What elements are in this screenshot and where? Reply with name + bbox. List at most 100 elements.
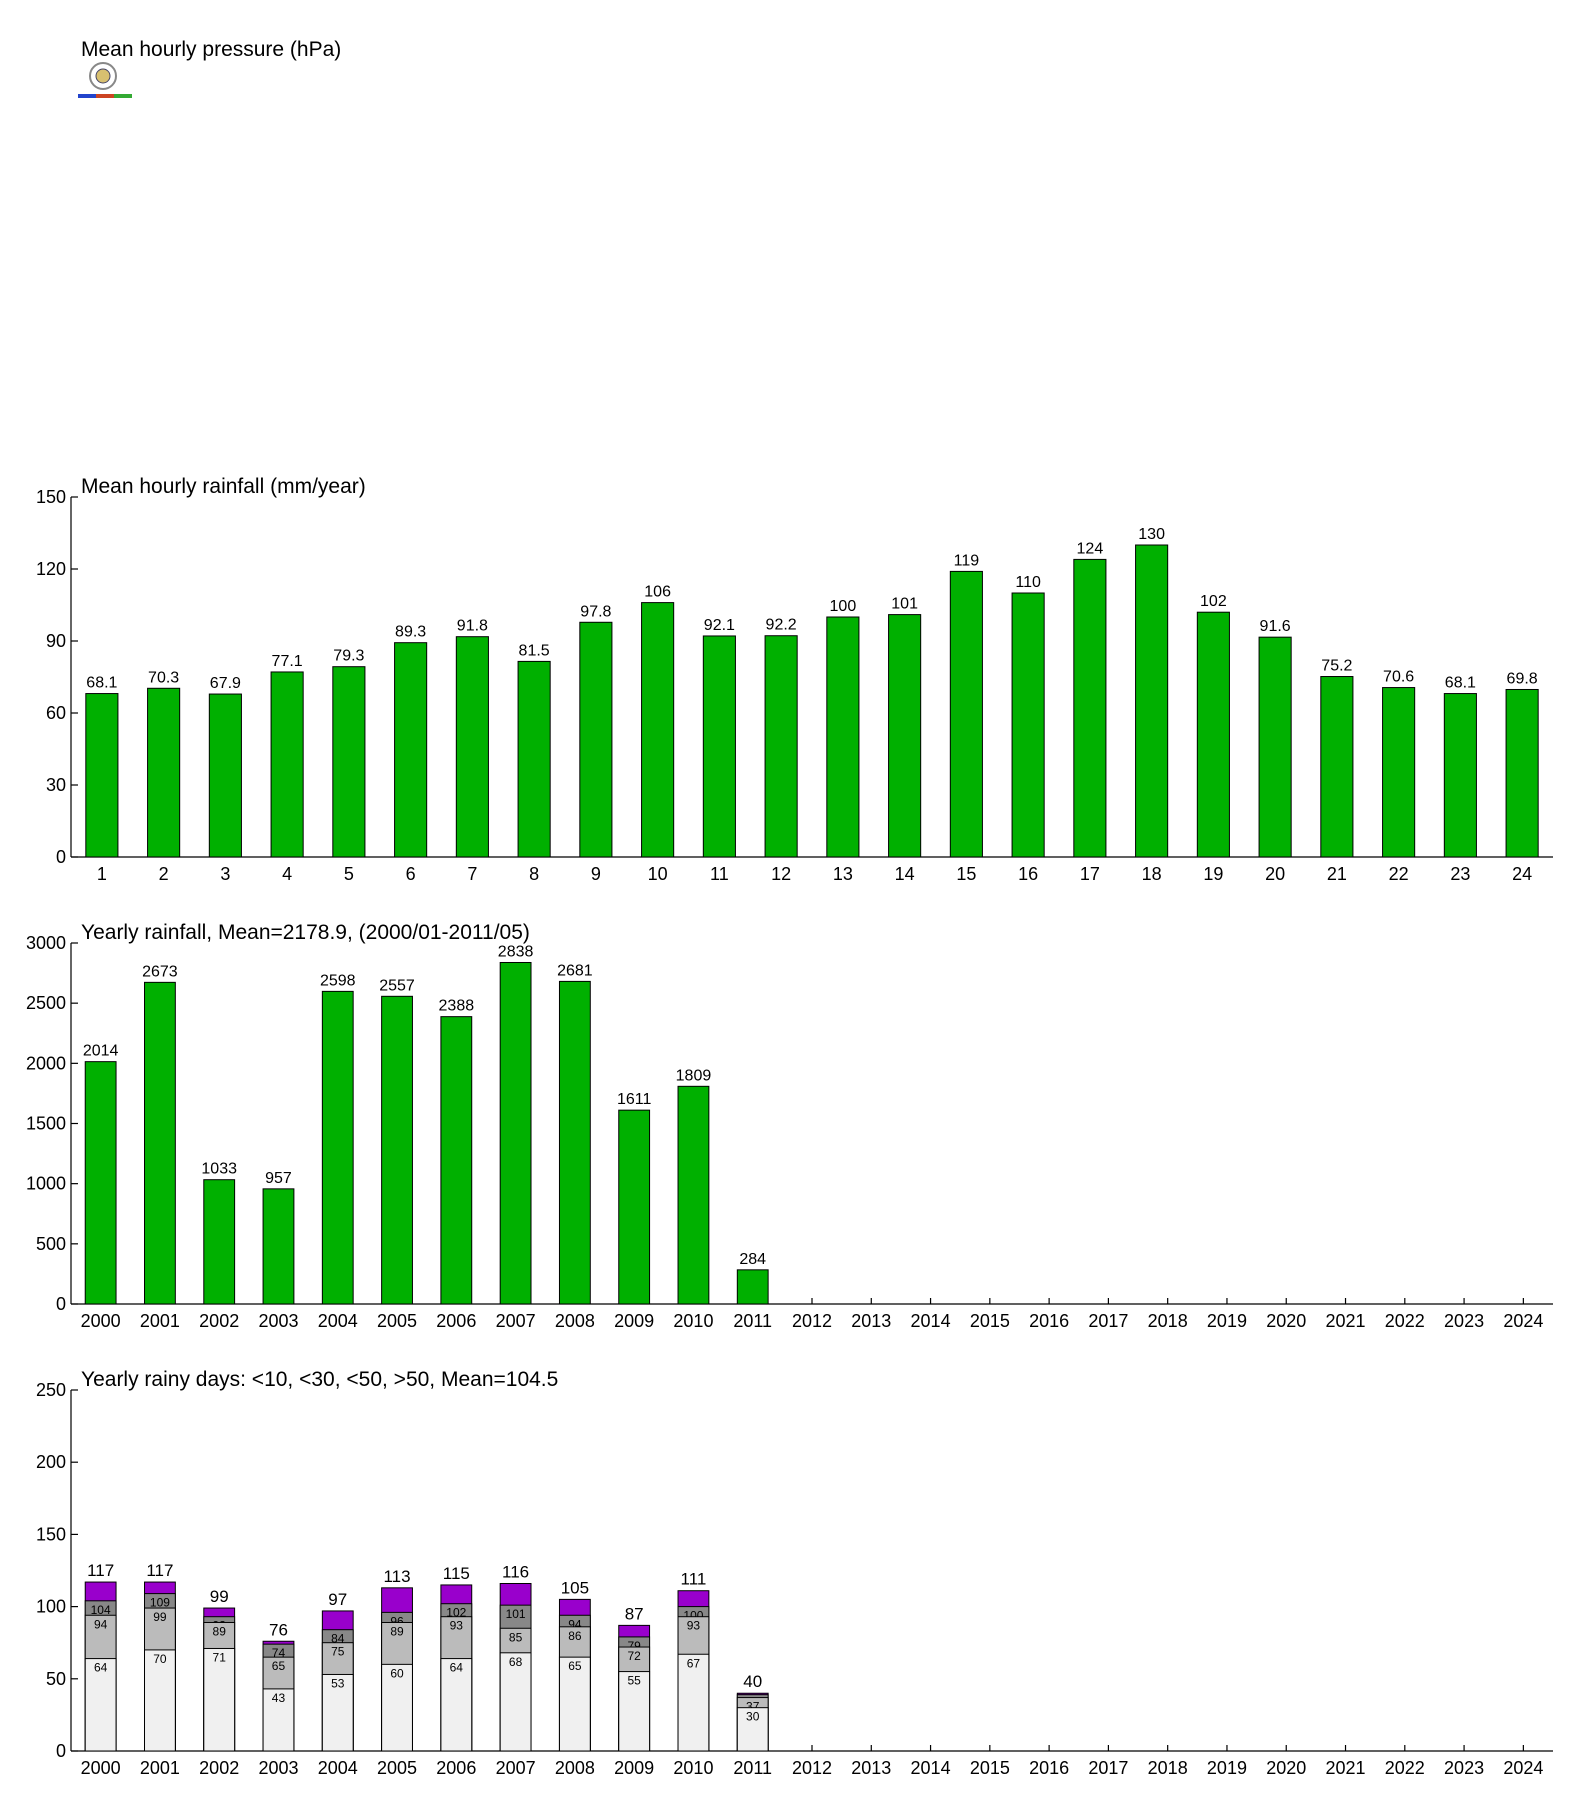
bar	[455, 636, 489, 858]
x-tick-label: 2010	[673, 1758, 713, 1778]
bar	[558, 1656, 591, 1752]
y-tick-label: 200	[36, 1452, 66, 1472]
data-label: 106	[644, 584, 671, 601]
x-tick-label: 2008	[555, 1758, 595, 1778]
data-label: 117	[87, 1561, 114, 1580]
data-label: 68	[509, 1655, 523, 1669]
x-tick-label: 2002	[199, 1311, 239, 1331]
data-label: 60	[390, 1666, 404, 1680]
bar	[677, 1085, 710, 1305]
bar	[579, 621, 613, 858]
bar	[394, 642, 428, 858]
x-tick-label: 2001	[140, 1311, 180, 1331]
data-label: 1611	[617, 1091, 652, 1108]
data-label: 124	[1077, 540, 1104, 557]
bar	[321, 990, 354, 1305]
bar	[321, 1673, 354, 1752]
x-tick-label: 2009	[614, 1758, 654, 1778]
bar	[262, 1188, 295, 1305]
bar	[677, 1653, 710, 1752]
data-label: 110	[1015, 574, 1041, 591]
bar	[147, 687, 181, 858]
y-tick-label: 30	[46, 775, 66, 795]
x-tick-label: 2022	[1385, 1758, 1425, 1778]
bar	[764, 635, 798, 858]
data-label: 102	[1200, 593, 1227, 610]
x-tick-label: 2018	[1148, 1758, 1188, 1778]
data-label: 116	[502, 1562, 529, 1581]
data-label: 70	[153, 1652, 167, 1666]
y-tick-label: 60	[46, 703, 66, 723]
y-tick-label: 1500	[26, 1114, 66, 1134]
x-tick-label: 2006	[436, 1311, 476, 1331]
data-label: 109	[150, 1596, 170, 1610]
data-label: 64	[94, 1661, 108, 1675]
data-label: 70.3	[148, 669, 179, 686]
chart-title: Yearly rainy days: <10, <30, <50, >50, M…	[81, 1368, 558, 1391]
data-label: 65	[568, 1659, 582, 1673]
x-tick-label: 2019	[1207, 1311, 1247, 1331]
x-tick-label: 1	[97, 864, 107, 884]
bar	[1382, 687, 1416, 858]
x-tick-label: 21	[1327, 864, 1347, 884]
data-label: 68.1	[86, 675, 117, 692]
x-tick-label: 2002	[199, 1758, 239, 1778]
bar	[381, 1663, 413, 1752]
data-label: 93	[450, 1619, 464, 1633]
data-label: 53	[331, 1676, 345, 1690]
x-tick-label: 2014	[911, 1758, 951, 1778]
data-label: 89.3	[395, 624, 426, 641]
data-label: 957	[265, 1170, 292, 1187]
data-label: 117	[146, 1561, 173, 1580]
bar	[144, 1649, 176, 1752]
x-tick-label: 2023	[1444, 1758, 1484, 1778]
x-tick-label: 2008	[555, 1311, 595, 1331]
data-label: 81.5	[519, 642, 550, 659]
data-label: 113	[383, 1567, 410, 1586]
x-tick-label: 2022	[1385, 1311, 1425, 1331]
bar	[1443, 693, 1477, 858]
data-label: 284	[739, 1251, 766, 1268]
x-tick-label: 17	[1080, 864, 1100, 884]
x-tick-label: 2017	[1088, 1758, 1128, 1778]
x-tick-label: 11	[710, 864, 729, 884]
x-tick-label: 2011	[733, 1311, 772, 1331]
bar	[208, 693, 242, 858]
data-label: 86	[568, 1629, 582, 1643]
bar	[1320, 676, 1354, 858]
x-tick-label: 10	[648, 864, 668, 884]
x-tick-label: 2018	[1148, 1311, 1188, 1331]
y-tick-label: 500	[36, 1234, 66, 1254]
x-tick-label: 2014	[911, 1311, 951, 1331]
x-tick-label: 19	[1203, 864, 1223, 884]
x-tick-label: 2013	[851, 1758, 891, 1778]
bar	[618, 1109, 651, 1305]
data-label: 76	[269, 1620, 288, 1639]
x-tick-label: 2016	[1029, 1311, 1069, 1331]
data-label: 55	[627, 1674, 641, 1688]
x-tick-label: 2021	[1325, 1311, 1365, 1331]
bar	[736, 1269, 769, 1305]
data-label: 75	[331, 1645, 345, 1659]
bar	[440, 1658, 473, 1752]
data-label: 2681	[557, 962, 593, 979]
data-label: 87	[625, 1604, 644, 1623]
bar	[262, 1688, 295, 1752]
data-label: 99	[210, 1587, 229, 1606]
data-label: 92.1	[704, 617, 735, 634]
bar	[270, 671, 304, 858]
bar	[203, 1647, 236, 1752]
x-tick-label: 2015	[970, 1311, 1010, 1331]
x-tick-label: 12	[771, 864, 791, 884]
x-tick-label: 22	[1389, 864, 1409, 884]
y-tick-label: 90	[46, 631, 66, 651]
data-label: 69.8	[1507, 670, 1538, 687]
data-label: 85	[509, 1630, 523, 1644]
x-tick-label: 2020	[1266, 1758, 1306, 1778]
x-tick-label: 2004	[318, 1758, 358, 1778]
y-tick-label: 150	[36, 487, 66, 507]
x-tick-label: 2011	[733, 1758, 772, 1778]
bar	[440, 1016, 473, 1305]
bar	[203, 1179, 236, 1305]
